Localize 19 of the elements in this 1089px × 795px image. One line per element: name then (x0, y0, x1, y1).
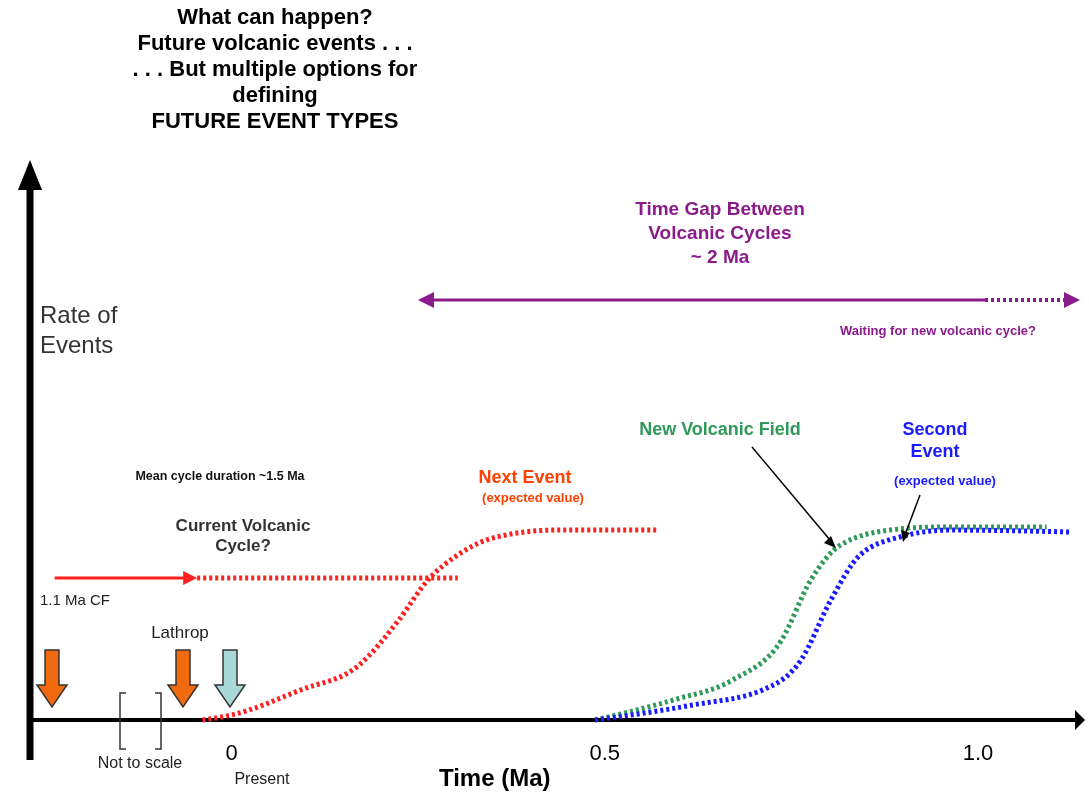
annotation: Lathrop (151, 623, 209, 642)
x-tick-label: 0 (225, 740, 238, 765)
text: Present (234, 770, 291, 787)
text: New Volcanic Field (639, 419, 801, 439)
text: Waiting for new volcanic cycle? (839, 323, 1037, 338)
chart-title: What can happen? Future volcanic events . . . . . . But multiple options for defining FUTURE EVENT TYPES (132, 4, 418, 133)
text: (expected value) (894, 473, 996, 488)
text: Next Event (478, 467, 572, 487)
text: Mean cycle duration ~1.5 Ma (135, 469, 306, 483)
series-label: Current Volcanic Cycle? (175, 516, 311, 556)
annotation: 1.1 Ma CF (40, 591, 111, 608)
x-tick-label: 0.5 (589, 740, 621, 765)
text: Second Event (902, 419, 968, 461)
text: Time Gap Between Volcanic Cycles ~ 2 Ma (635, 198, 805, 267)
x-axis-title: Time (Ma) (438, 764, 551, 791)
text: (expected value) (482, 490, 584, 505)
x-tick-label: 1.0 (962, 740, 994, 765)
text: Not to scale (97, 754, 183, 771)
text: Rate of Events (40, 301, 118, 358)
